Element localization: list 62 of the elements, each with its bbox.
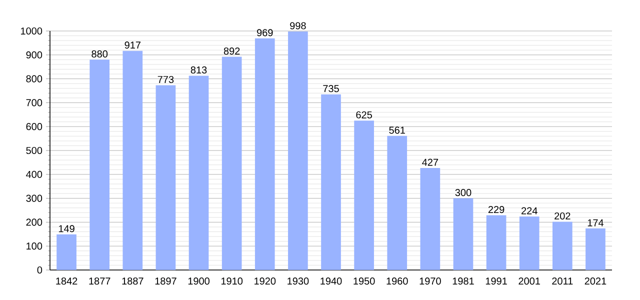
y-tick-label: 200 [26, 218, 42, 226]
y-tick-label: 700 [26, 99, 42, 106]
x-tick-label: 1877 [89, 278, 110, 285]
y-tick-label: 100 [26, 242, 42, 250]
data-label: 202 [554, 212, 570, 220]
data-label: 880 [92, 50, 108, 58]
data-label: 735 [323, 85, 339, 92]
bar [90, 60, 110, 270]
data-label: 969 [257, 29, 273, 36]
y-tick-label: 800 [26, 75, 42, 82]
x-tick-label: 2001 [518, 278, 540, 285]
y-tick-label: 900 [26, 51, 42, 58]
bar [552, 222, 572, 270]
bar [222, 56, 242, 270]
bar [254, 38, 275, 270]
bar [321, 94, 341, 270]
bar [122, 50, 143, 270]
data-label: 300 [455, 189, 472, 196]
x-tick-label: 1981 [452, 278, 474, 285]
bar [586, 228, 606, 270]
bar [420, 168, 440, 270]
bar [188, 76, 209, 270]
data-label: 561 [389, 126, 405, 134]
data-label: 427 [422, 158, 438, 166]
data-label: 773 [158, 76, 174, 84]
bar [387, 136, 408, 270]
y-tick-label: 300 [26, 194, 42, 202]
x-tick-label: 1960 [386, 278, 408, 285]
x-tick-label: 1910 [221, 278, 243, 285]
x-tick-label: 1897 [155, 278, 176, 285]
data-label: 625 [356, 111, 372, 118]
bar [156, 85, 176, 270]
bar [288, 31, 308, 270]
x-tick-label: 1940 [320, 278, 342, 285]
x-tick-label: 2011 [552, 278, 573, 285]
x-tick-label: 1887 [122, 278, 144, 285]
data-label: 917 [124, 42, 140, 49]
y-tick-label: 500 [26, 146, 42, 154]
y-tick-label: 0 [37, 266, 42, 274]
x-tick-label: 1970 [420, 278, 441, 285]
y-tick-label: 1000 [20, 27, 42, 35]
data-label: 174 [588, 219, 604, 226]
bar [56, 234, 76, 270]
data-label: 229 [488, 206, 504, 214]
bar [453, 198, 474, 270]
x-tick-label: 1842 [56, 278, 78, 285]
data-label: 813 [190, 66, 207, 74]
y-tick-label: 600 [26, 123, 42, 130]
bar [354, 120, 374, 270]
data-label: 998 [290, 22, 306, 30]
data-label: 149 [58, 225, 74, 232]
x-tick-label: 1950 [354, 278, 375, 285]
x-tick-label: 1920 [254, 278, 276, 285]
x-tick-label: 1930 [288, 278, 309, 285]
data-label: 892 [224, 48, 240, 55]
bar [519, 216, 540, 270]
x-tick-label: 1991 [486, 278, 507, 285]
bar [486, 215, 506, 270]
data-label: 224 [522, 207, 538, 214]
x-tick-label: 2021 [584, 278, 606, 285]
y-tick-label: 400 [26, 170, 42, 178]
x-tick-label: 1900 [188, 278, 210, 285]
